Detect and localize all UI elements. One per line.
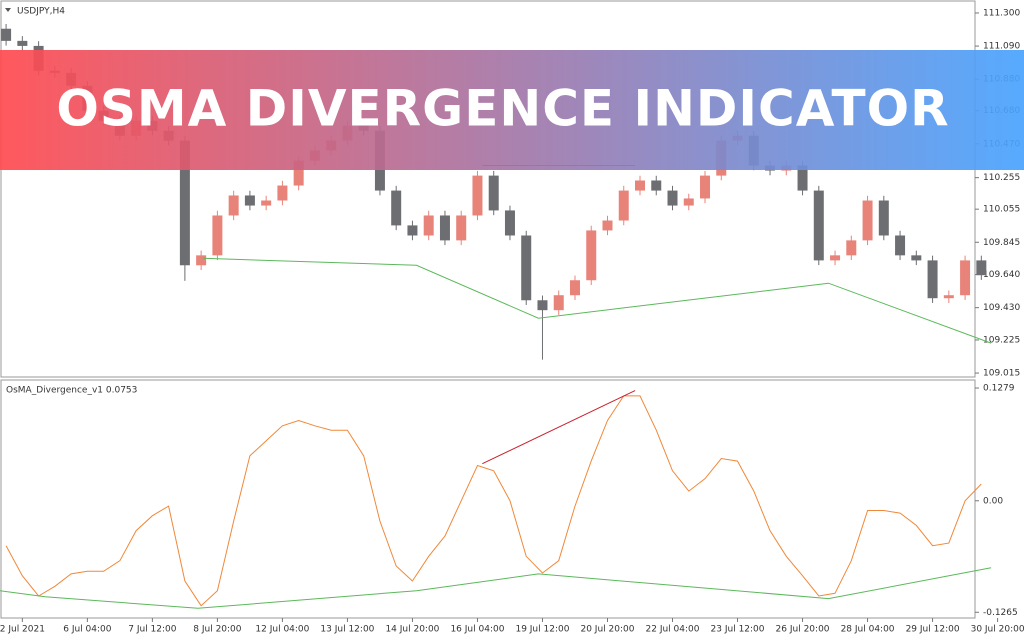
candle-body xyxy=(976,260,987,276)
candle-body xyxy=(407,225,418,236)
candle-body xyxy=(927,260,938,299)
y-tick-label: 0.1279 xyxy=(983,384,1015,394)
banner-bg xyxy=(0,50,1024,170)
candle-body xyxy=(391,190,402,226)
candle-body xyxy=(293,160,304,186)
candle-body xyxy=(456,215,467,241)
candle-body xyxy=(537,300,548,311)
candle-body xyxy=(635,180,645,191)
y-tick-label: 110.055 xyxy=(983,205,1020,215)
x-tick-label: 12 Jul 04:00 xyxy=(255,625,309,635)
candle-body xyxy=(618,190,629,221)
candle-body xyxy=(504,210,515,236)
banner: OSMA DIVERGENCE INDICATOR xyxy=(0,50,1024,170)
candle-body xyxy=(667,190,678,206)
pane-title: USDJPY,H4 xyxy=(17,7,65,17)
y-tick-label: 111.300 xyxy=(983,8,1020,18)
candle-body xyxy=(569,280,580,296)
y-tick-label: 109.640 xyxy=(983,270,1020,280)
candle-body xyxy=(439,215,450,241)
x-tick-label: 16 Jul 04:00 xyxy=(450,625,504,635)
candle-body xyxy=(521,235,532,301)
candle-body xyxy=(212,215,223,256)
x-tick-label: 30 Jul 20:00 xyxy=(971,625,1024,635)
candle-body xyxy=(797,165,808,191)
candle-body xyxy=(602,220,613,231)
divergence-line xyxy=(202,257,992,344)
candle-body xyxy=(179,140,190,266)
divergence-line xyxy=(0,567,992,609)
main-pane xyxy=(0,0,976,378)
x-tick-label: 8 Jul 20:00 xyxy=(193,625,242,635)
candle-body xyxy=(244,195,255,206)
candle-body xyxy=(261,200,272,206)
divergence-line xyxy=(482,390,636,465)
candle-body xyxy=(683,198,694,206)
y-tick-label: 110.255 xyxy=(983,173,1020,183)
osma-line xyxy=(5,395,982,607)
candle-body xyxy=(1,28,12,41)
candle-body xyxy=(586,230,597,281)
candle-body xyxy=(488,175,499,211)
candle-body xyxy=(553,295,564,311)
x-tick-label: 23 Jul 12:00 xyxy=(711,625,765,635)
candle-body xyxy=(651,180,662,191)
candle-body xyxy=(17,40,28,46)
candle-body xyxy=(846,240,857,256)
y-tick-label: 111.090 xyxy=(983,42,1020,52)
pane-title-arrow xyxy=(5,8,11,12)
candle-body xyxy=(813,190,824,261)
candle-body xyxy=(895,235,906,256)
y-tick-label: 109.015 xyxy=(983,369,1020,379)
y-tick-label: -0.1265 xyxy=(983,608,1018,618)
candle-body xyxy=(830,255,841,261)
x-tick-label: 14 Jul 20:00 xyxy=(385,625,439,635)
y-tick-label: 109.845 xyxy=(983,238,1020,248)
x-tick-label: 6 Jul 04:00 xyxy=(63,625,112,635)
candle-body xyxy=(960,260,971,296)
y-tick-label: 109.430 xyxy=(983,303,1020,313)
x-tick-label: 29 Jul 12:00 xyxy=(906,625,960,635)
x-tick-label: 28 Jul 04:00 xyxy=(841,625,895,635)
x-tick-label: 22 Jul 04:00 xyxy=(646,625,700,635)
candle-body xyxy=(228,195,239,216)
candle-body xyxy=(277,185,288,201)
pane-title: OsMA_Divergence_v1 0.0753 xyxy=(6,386,137,396)
candle-body xyxy=(196,255,207,266)
x-tick-label: 7 Jul 12:00 xyxy=(128,625,177,635)
candle-body xyxy=(878,200,889,236)
candle-body xyxy=(943,295,954,299)
candle-body xyxy=(911,255,922,261)
y-tick-label: 0.00 xyxy=(983,496,1003,506)
y-tick-label: 109.225 xyxy=(983,335,1020,345)
banner-title: OSMA DIVERGENCE INDICATOR xyxy=(56,80,949,138)
x-tick-label: 2 Jul 2021 xyxy=(0,625,45,635)
x-tick-label: 19 Jul 12:00 xyxy=(515,625,569,635)
x-tick-label: 26 Jul 20:00 xyxy=(776,625,830,635)
candle-body xyxy=(423,215,434,236)
x-tick-label: 13 Jul 12:00 xyxy=(320,625,374,635)
candle-body xyxy=(700,175,711,199)
indicator-pane xyxy=(0,379,976,619)
candle-body xyxy=(472,175,483,216)
x-tick-label: 20 Jul 20:00 xyxy=(580,625,634,635)
candle-body xyxy=(862,200,873,241)
